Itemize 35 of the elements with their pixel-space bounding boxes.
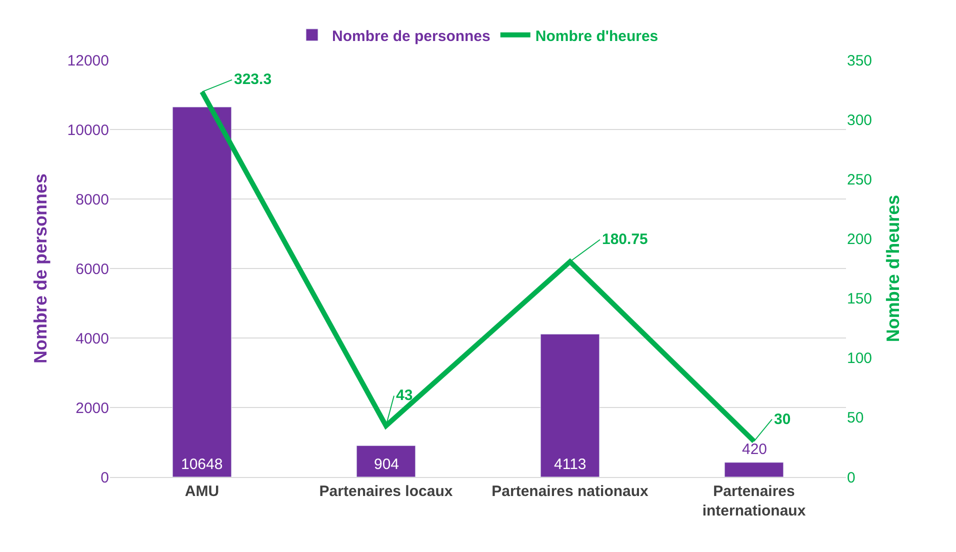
y2-tick-label: 50: [847, 410, 864, 427]
x-tick-label: AMU: [184, 483, 220, 500]
data-label: 323.3: [234, 71, 272, 88]
y2-tick-label: 200: [847, 230, 872, 248]
y-tick-label: 8000: [76, 191, 109, 208]
y-tick-label: 2000: [76, 400, 109, 417]
y-tick-label: 6000: [76, 260, 109, 278]
bar: [540, 334, 600, 477]
y2-tick-label: 0: [847, 469, 856, 486]
y2-axis-title: Nombre d'heures: [883, 194, 904, 342]
y2-tick-label: 150: [847, 290, 872, 308]
y2-tick-label: 250: [847, 171, 872, 188]
data-label: 43: [396, 387, 413, 404]
y-tick-label: 12000: [67, 52, 109, 70]
data-label: 904: [374, 456, 400, 473]
y2-tick-label: 350: [847, 52, 872, 70]
data-label: 4113: [554, 456, 586, 473]
bar: [724, 462, 784, 477]
y2-tick-label: 300: [847, 112, 872, 129]
bar: [356, 445, 416, 477]
data-label: 30: [774, 411, 791, 428]
y-tick-label: 0: [100, 469, 109, 486]
y2-tick-label: 100: [847, 350, 872, 368]
x-tick-label: Partenaires locaux: [319, 483, 454, 500]
legend-label: Nombre d'heures: [535, 28, 658, 45]
x-tick-label: Partenaires nationaux: [492, 483, 650, 500]
legend-label: Nombre de personnes: [332, 28, 490, 45]
bar: [172, 106, 232, 477]
y-tick-label: 4000: [76, 330, 109, 348]
data-label: 180.75: [602, 231, 648, 248]
y-tick-label: 10000: [67, 122, 109, 139]
data-label: 420: [742, 441, 768, 458]
x-tick-label: Partenaires internationaux: [702, 483, 806, 520]
data-label: 10648: [181, 456, 223, 473]
y-axis-title: Nombre de personnes: [30, 173, 50, 364]
